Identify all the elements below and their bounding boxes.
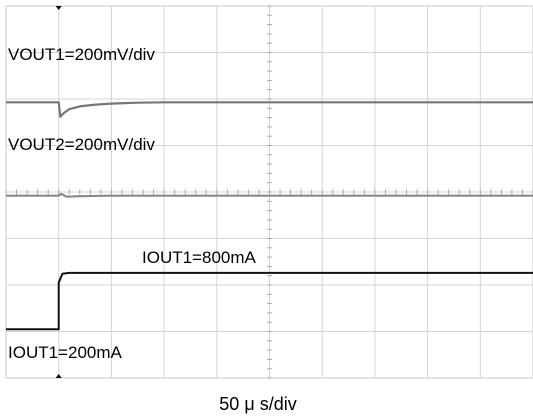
scope-grid <box>5 5 533 379</box>
trace-vout2 <box>6 192 533 198</box>
vout2-scale-label: VOUT2=200mV/div <box>8 135 155 154</box>
trace-vout1 <box>6 101 533 118</box>
trigger-marker-bottom <box>55 374 62 378</box>
vout1-scale-label: VOUT1=200mV/div <box>8 45 155 64</box>
trace-iout1 <box>6 271 533 331</box>
iout1-low-label: IOUT1=200mA <box>8 343 123 362</box>
iout1-high-label: IOUT1=800mA <box>142 248 257 267</box>
trigger-marker-top <box>55 6 62 10</box>
scope-traces <box>6 101 533 331</box>
timebase-label: 50 μ s/div <box>219 394 296 414</box>
